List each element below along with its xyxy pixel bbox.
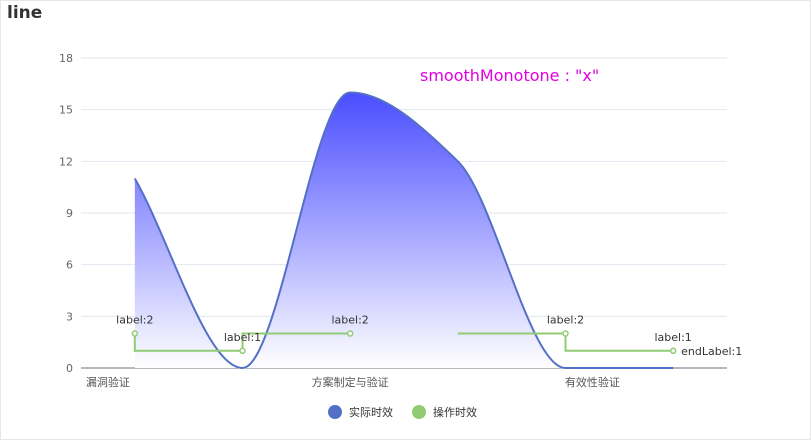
data-point <box>346 330 354 337</box>
legend-swatch <box>328 405 342 419</box>
y-tick-label: 6 <box>66 259 73 272</box>
y-tick-label: 12 <box>59 155 73 168</box>
y-tick-label: 0 <box>66 362 73 375</box>
page-title: line <box>7 3 43 23</box>
series-line <box>133 91 674 370</box>
step-line-segment <box>241 332 351 351</box>
x-axis: 漏洞验证 方案制定与验证 有效性验证 <box>86 375 620 389</box>
data-label: label:2 <box>547 314 584 327</box>
data-label: label:2 <box>332 314 369 327</box>
y-tick-label: 3 <box>66 310 73 323</box>
end-label: endLabel:1 <box>681 345 742 358</box>
y-tick-label: 18 <box>59 52 73 65</box>
step-line-segment <box>133 333 243 352</box>
y-tick-label: 15 <box>59 104 73 117</box>
y-axis: 0 3 6 9 12 15 18 <box>59 52 73 375</box>
data-point <box>562 330 569 337</box>
chart-annotation: smoothMonotone : "x" <box>420 66 599 85</box>
legend: 实际时效 操作时效 <box>328 405 477 419</box>
step-line-segment <box>457 332 674 352</box>
legend-item-label: 操作时效 <box>433 405 477 419</box>
data-point <box>669 347 677 355</box>
x-category-label: 漏洞验证 <box>86 375 130 389</box>
data-label: label:2 <box>116 314 153 327</box>
data-point <box>239 347 246 355</box>
legend-item-label: 实际时效 <box>349 405 393 419</box>
y-tick-label: 9 <box>66 207 73 220</box>
legend-swatch <box>412 405 426 419</box>
x-category-label: 方案制定与验证 <box>312 375 389 389</box>
series-area <box>134 92 674 368</box>
data-point <box>131 330 139 337</box>
x-category-label: 有效性验证 <box>565 375 620 389</box>
data-label: label:1 <box>224 331 261 344</box>
data-label: label:1 <box>655 331 692 344</box>
